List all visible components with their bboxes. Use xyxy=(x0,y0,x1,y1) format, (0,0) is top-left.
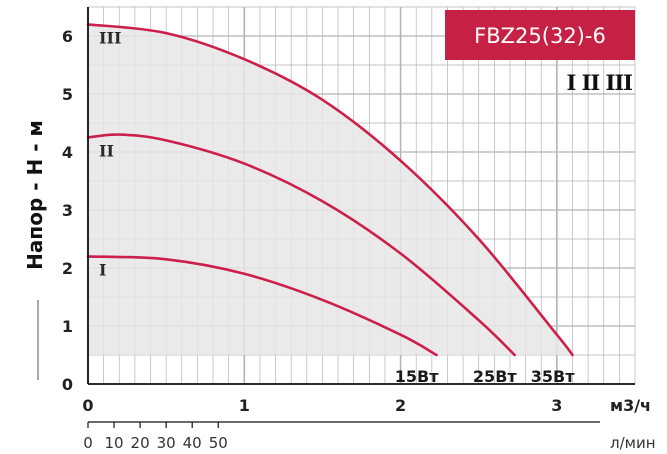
x-tick-label: 1 xyxy=(239,396,250,415)
x2-tick-label: 50 xyxy=(209,434,228,452)
x2-tick-label: 20 xyxy=(131,434,150,452)
x-tick-label: 2 xyxy=(395,396,406,415)
speed-label-II: II xyxy=(99,142,114,161)
x2-tick-label: 10 xyxy=(105,434,124,452)
curves xyxy=(86,23,574,357)
speed-label-III: III xyxy=(99,28,121,47)
y-tick-label: 6 xyxy=(62,27,73,46)
power-label-III: 35Вт xyxy=(531,367,575,386)
curve-labels: I 15Вт II 25Вт III 35Вт xyxy=(99,28,575,386)
chart-title: FBZ25(32)-6 xyxy=(474,24,606,48)
operating-area xyxy=(88,24,573,356)
y-tick-label: 1 xyxy=(62,317,73,336)
y-tick-label: 3 xyxy=(62,201,73,220)
axes xyxy=(87,7,635,428)
power-label-II: 25Вт xyxy=(473,367,517,386)
speed-legend: I II III xyxy=(566,70,632,95)
x-tick-label: 0 xyxy=(82,396,93,415)
power-label-I: 15Вт xyxy=(395,367,439,386)
x-tick-label: 3 xyxy=(551,396,562,415)
x-axis-unit-secondary: л/мин xyxy=(610,434,656,452)
curve-speed-II xyxy=(86,133,516,357)
model-banner xyxy=(445,10,635,60)
curve-speed-III xyxy=(86,23,574,357)
y-tick-label: 4 xyxy=(62,143,73,162)
y-axis-label: Напор - H - м xyxy=(23,120,47,270)
y-tick-label: 5 xyxy=(62,85,73,104)
x2-tick-label: 30 xyxy=(157,434,176,452)
y-tick-label: 2 xyxy=(62,259,73,278)
x-axis-unit-primary: м3/ч xyxy=(610,396,651,415)
x2-tick-label: 40 xyxy=(183,434,202,452)
y-tick-label: 0 xyxy=(62,375,73,394)
curve-speed-I xyxy=(86,255,438,357)
x2-tick-label: 0 xyxy=(83,434,93,452)
speed-label-I: I xyxy=(99,260,106,279)
